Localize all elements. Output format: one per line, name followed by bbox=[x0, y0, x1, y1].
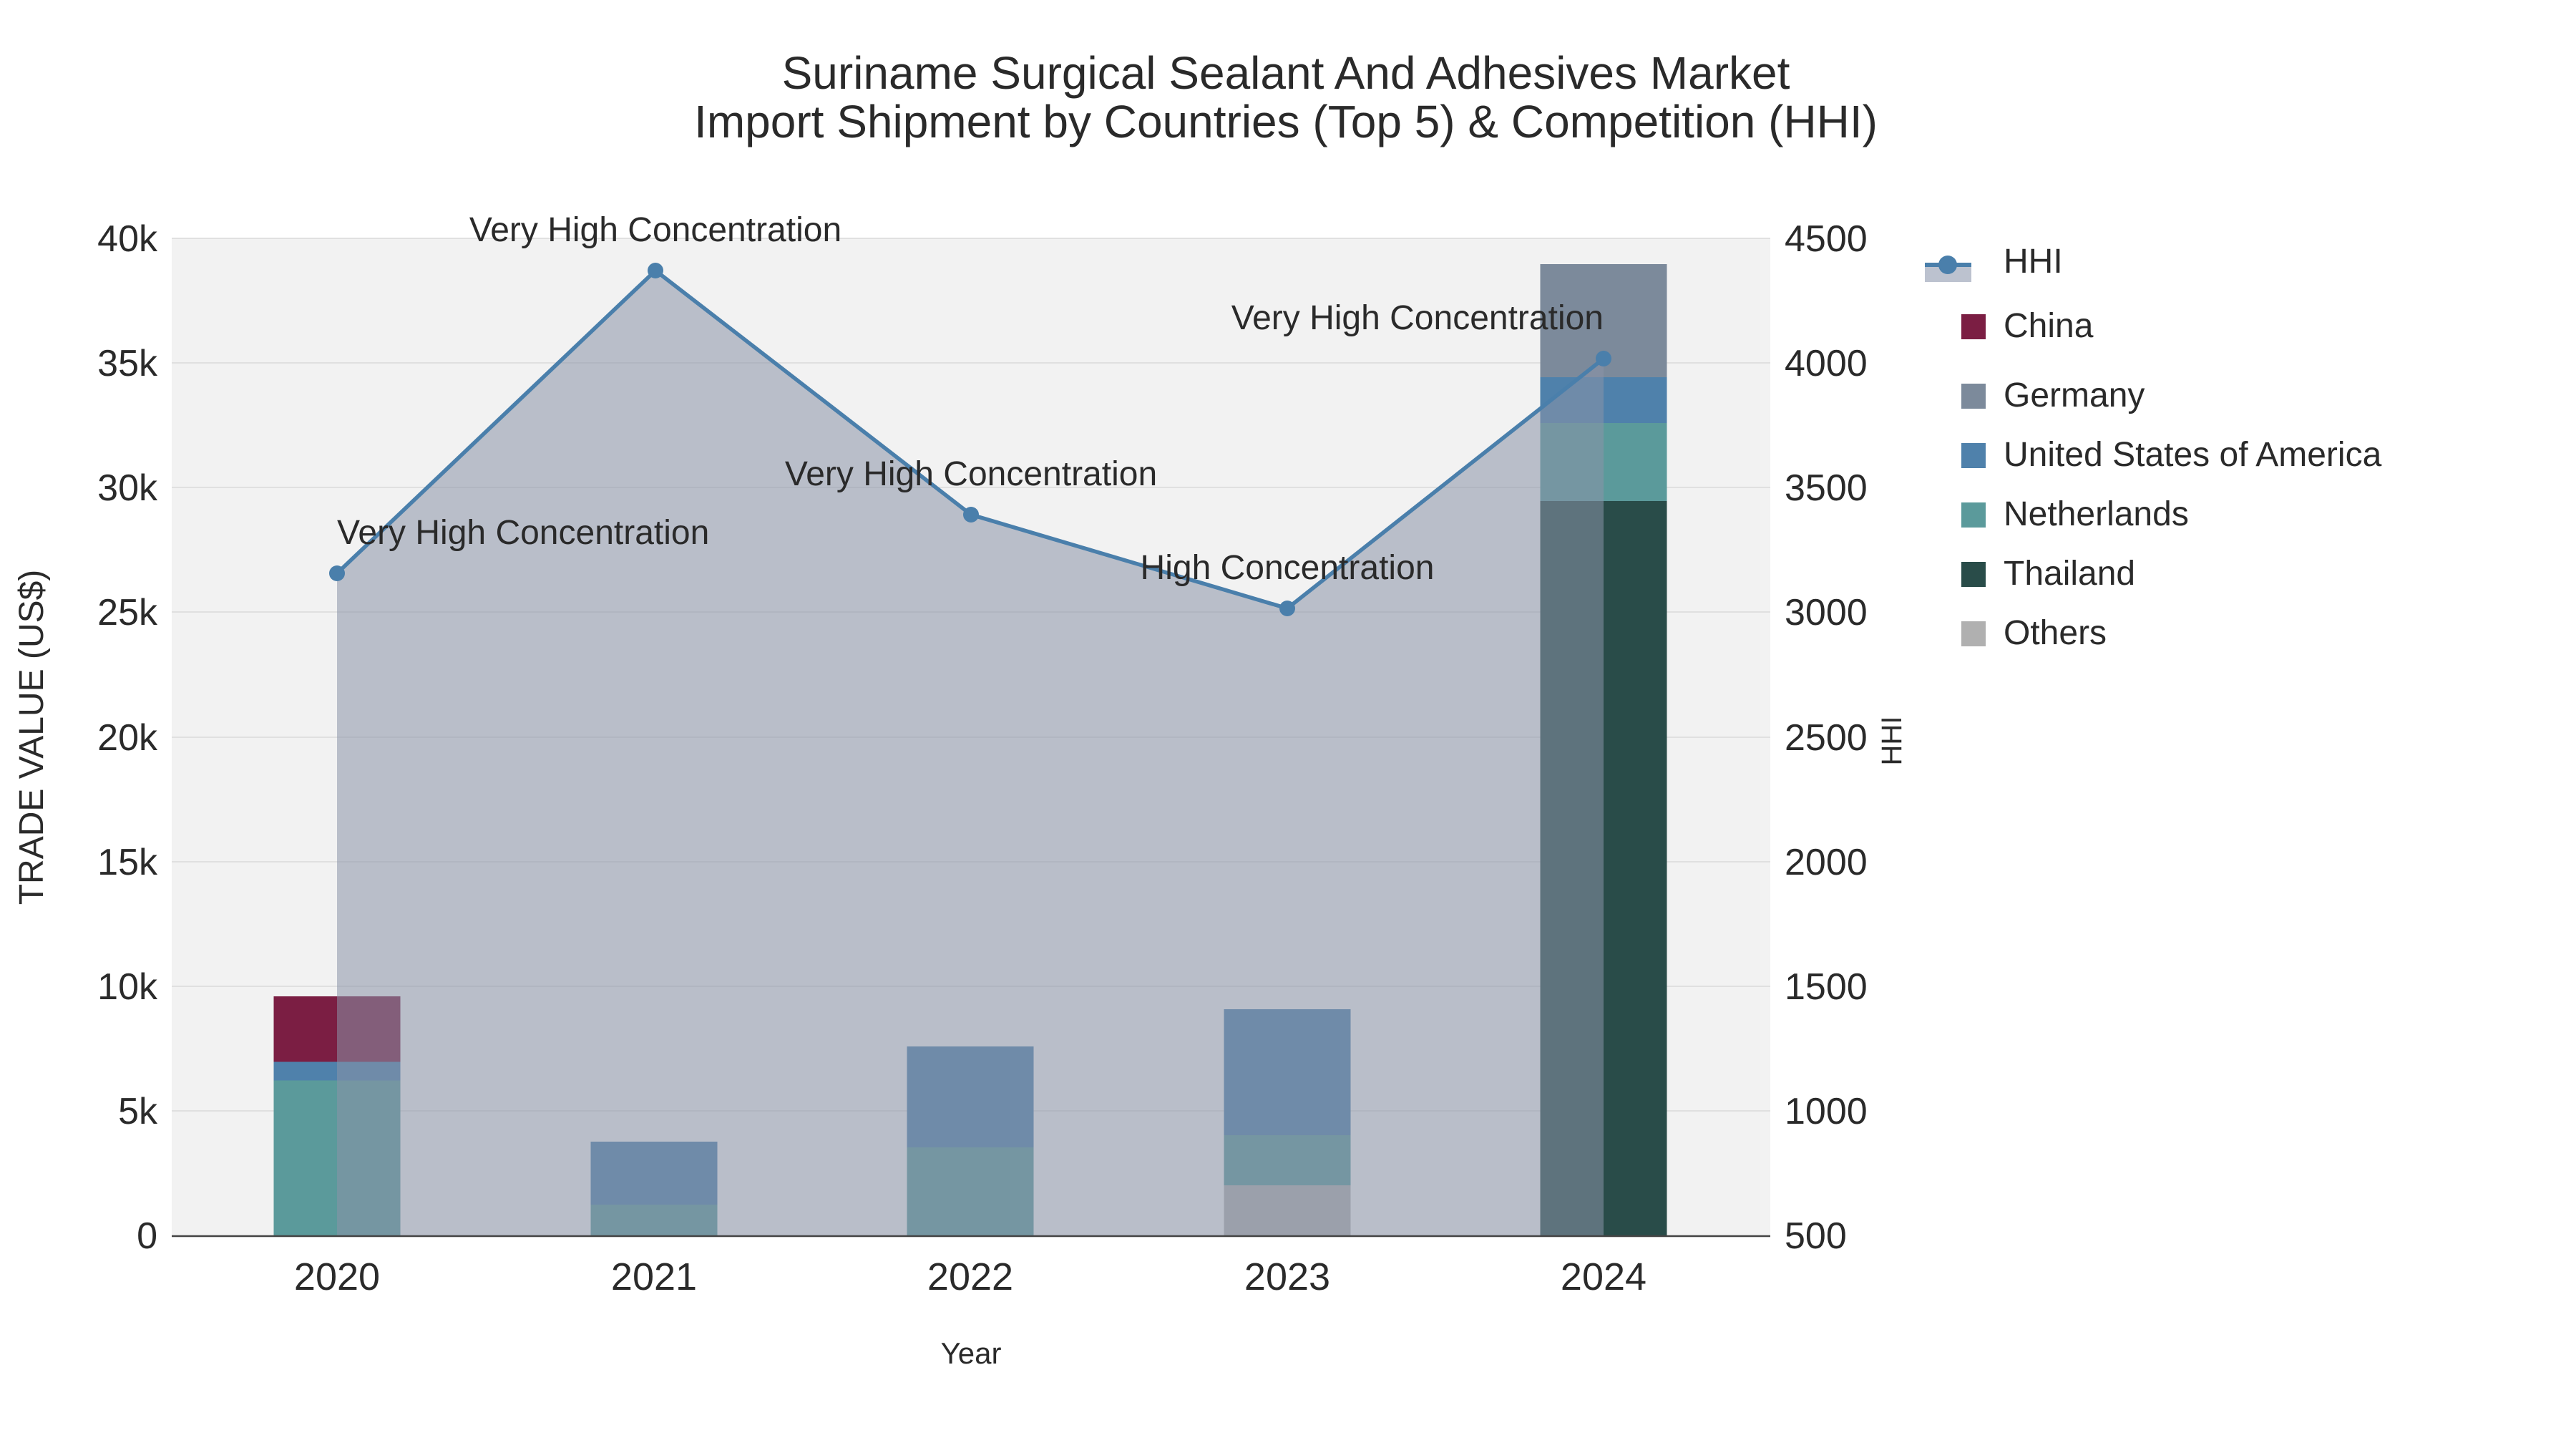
svg-text:35k: 35k bbox=[97, 343, 158, 384]
svg-text:TRADE VALUE (US$): TRADE VALUE (US$) bbox=[13, 570, 51, 905]
svg-text:1000: 1000 bbox=[1785, 1091, 1868, 1132]
svg-text:1500: 1500 bbox=[1785, 966, 1868, 1008]
svg-text:Netherlands: Netherlands bbox=[2004, 495, 2189, 533]
svg-text:40k: 40k bbox=[97, 218, 158, 260]
svg-text:15k: 15k bbox=[97, 842, 158, 883]
svg-text:30k: 30k bbox=[97, 467, 158, 509]
svg-text:25k: 25k bbox=[97, 592, 158, 633]
svg-text:500: 500 bbox=[1785, 1215, 1847, 1257]
svg-text:Germany: Germany bbox=[2004, 376, 2145, 414]
svg-text:2020: 2020 bbox=[294, 1255, 380, 1298]
svg-text:2021: 2021 bbox=[611, 1255, 697, 1298]
svg-text:10k: 10k bbox=[97, 966, 158, 1008]
svg-text:United States of America: United States of America bbox=[2004, 436, 2382, 474]
svg-text:2500: 2500 bbox=[1785, 717, 1868, 759]
svg-text:Thailand: Thailand bbox=[2004, 555, 2135, 593]
svg-text:Others: Others bbox=[2004, 614, 2107, 652]
svg-text:Very High Concentration: Very High Concentration bbox=[785, 455, 1157, 493]
svg-text:4000: 4000 bbox=[1785, 343, 1868, 384]
svg-text:0: 0 bbox=[137, 1215, 157, 1257]
svg-text:Very High Concentration: Very High Concentration bbox=[1231, 299, 1604, 337]
svg-text:3500: 3500 bbox=[1785, 467, 1868, 509]
svg-text:Very High Concentration: Very High Concentration bbox=[469, 211, 841, 249]
svg-text:HHI: HHI bbox=[1876, 716, 1908, 766]
svg-text:5k: 5k bbox=[118, 1091, 158, 1132]
svg-text:Import Shipment by Countries (: Import Shipment by Countries (Top 5) & C… bbox=[694, 96, 1878, 147]
svg-text:2024: 2024 bbox=[1561, 1255, 1646, 1298]
svg-text:4500: 4500 bbox=[1785, 218, 1868, 260]
svg-text:2023: 2023 bbox=[1244, 1255, 1330, 1298]
svg-text:HHI: HHI bbox=[2004, 243, 2063, 281]
svg-text:Very High Concentration: Very High Concentration bbox=[337, 514, 709, 552]
svg-text:2022: 2022 bbox=[927, 1255, 1013, 1298]
svg-text:20k: 20k bbox=[97, 717, 158, 759]
svg-text:3000: 3000 bbox=[1785, 592, 1868, 633]
svg-text:Year: Year bbox=[941, 1336, 1002, 1370]
svg-text:China: China bbox=[2004, 307, 2094, 345]
svg-text:Suriname Surgical Sealant And: Suriname Surgical Sealant And Adhesives … bbox=[782, 47, 1790, 99]
svg-text:High Concentration: High Concentration bbox=[1141, 549, 1435, 587]
svg-text:2000: 2000 bbox=[1785, 842, 1868, 883]
